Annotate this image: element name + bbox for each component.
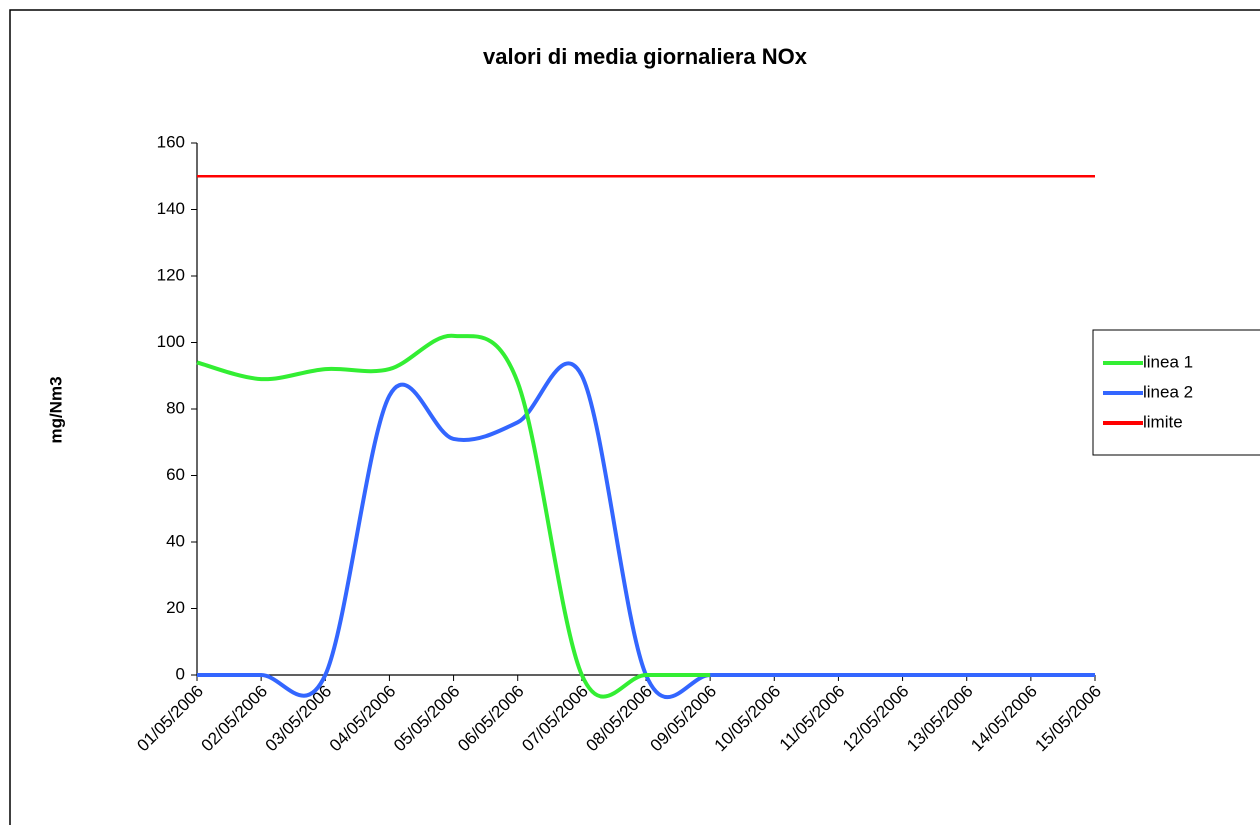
y-tick-label: 120 [157, 265, 185, 284]
y-tick-label: 100 [157, 332, 185, 351]
line-series [196, 361, 1095, 700]
legend-label: linea 1 [1143, 352, 1193, 371]
y-axis-label: mg/Nm3 [46, 376, 65, 443]
chart-border [9, 9, 1260, 825]
legend-label: limite [1143, 412, 1183, 431]
line-series [196, 333, 711, 699]
y-tick-label: 60 [166, 465, 185, 484]
y-tick-label: 0 [176, 664, 185, 683]
y-tick-label: 80 [166, 398, 185, 417]
y-tick-label: 40 [166, 531, 185, 550]
y-tick-label: 20 [166, 598, 185, 617]
chart-title: valori di media giornaliera NOx [483, 44, 808, 69]
y-tick-label: 160 [157, 132, 185, 151]
y-tick-label: 140 [157, 199, 185, 218]
legend-label: linea 2 [1143, 382, 1193, 401]
